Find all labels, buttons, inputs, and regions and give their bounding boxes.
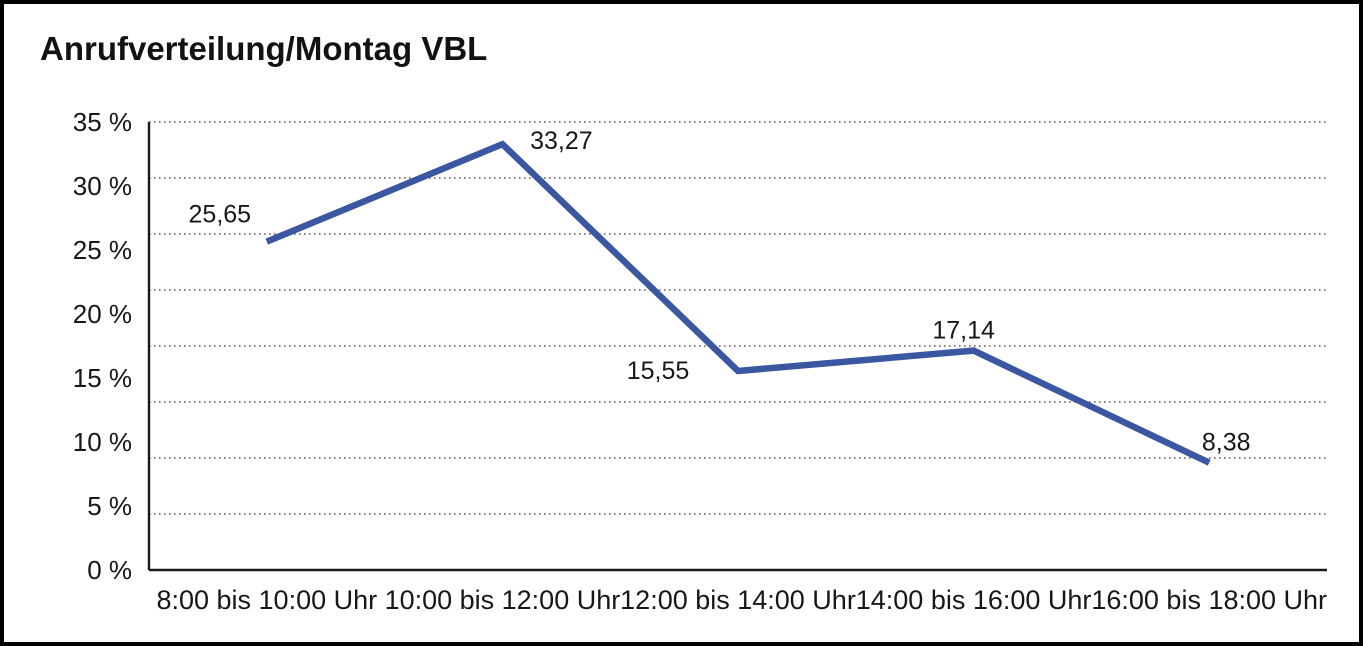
- y-axis-tick-label: 0 %: [87, 555, 132, 585]
- y-axis-tick-label: 20 %: [73, 299, 132, 329]
- data-point-label: 25,65: [189, 201, 252, 229]
- x-axis-tick-label: 12:00 bis 14:00 Uhr: [620, 585, 856, 615]
- y-axis-tick-label: 35 %: [73, 107, 132, 137]
- chart-title: Anrufverteilung/Montag VBL: [40, 30, 488, 67]
- y-axis-tick-label: 30 %: [73, 171, 132, 201]
- y-axis-tick-label: 10 %: [73, 427, 132, 457]
- chart-canvas: 0 % 5 % 10 % 15 % 20 % 25 % 30 % 35 % 8:00 bis 1…: [73, 107, 1327, 615]
- y-axis-tick-label: 5 %: [87, 491, 132, 521]
- series-line: [265, 140, 1211, 466]
- x-axis-tick-label: 8:00 bis 10:00 Uhr: [156, 585, 377, 615]
- data-point-label: 8,38: [1202, 429, 1251, 457]
- x-axis-tick-label: 14:00 bis 16:00 Uhr: [856, 585, 1092, 615]
- data-point-label: 33,27: [530, 127, 593, 155]
- data-point-label: 17,14: [932, 317, 995, 345]
- y-axis-tick-label: 25 %: [73, 235, 132, 265]
- y-axis-tick-label: 15 %: [73, 363, 132, 393]
- data-point-label: 15,55: [627, 357, 690, 385]
- x-axis-tick-label: 16:00 bis 18:00 Uhr: [1091, 585, 1327, 615]
- x-axis-tick-label: 10:00 bis 12:00 Uhr: [385, 585, 621, 615]
